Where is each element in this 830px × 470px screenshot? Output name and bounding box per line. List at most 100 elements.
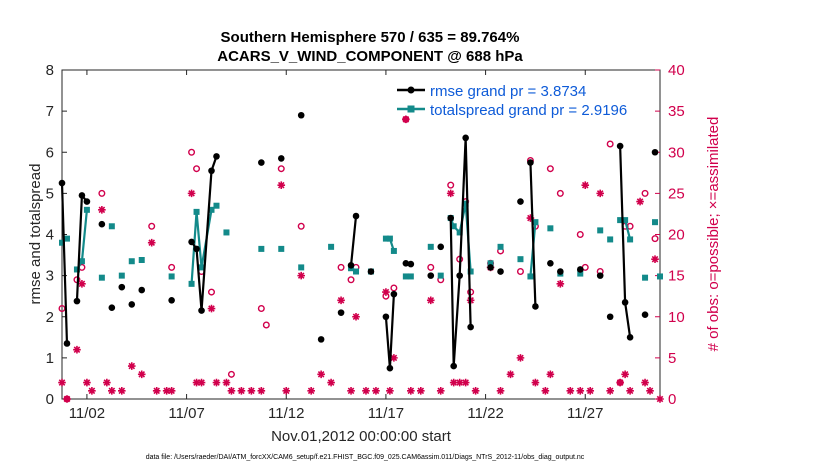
rmse-line-segment bbox=[449, 137, 472, 367]
obs-assimilated-point bbox=[222, 378, 231, 387]
totalspread-point bbox=[450, 223, 457, 230]
y-left-tick-label: 8 bbox=[46, 62, 54, 79]
obs-assimilated-point bbox=[227, 386, 236, 395]
totalspread-point bbox=[108, 223, 115, 230]
rmse-point bbox=[337, 309, 345, 316]
obs-possible-point bbox=[98, 189, 106, 197]
obs-possible-point bbox=[277, 165, 285, 173]
totalspread-point bbox=[168, 273, 175, 280]
obs-possible-point bbox=[516, 268, 524, 276]
obs-assimilated-point bbox=[192, 378, 201, 387]
obs-possible-point bbox=[546, 165, 554, 173]
rmse-point bbox=[78, 192, 86, 199]
y-right-tick-label: 40 bbox=[668, 62, 685, 79]
obs-assimilated-point bbox=[58, 378, 66, 387]
rmse-point bbox=[547, 259, 554, 267]
totalspread-point bbox=[652, 219, 659, 226]
obs-assimilated-point bbox=[162, 386, 171, 395]
totalspread-point bbox=[328, 243, 335, 250]
obs-assimilated-point bbox=[297, 271, 305, 280]
obs-assimilated-point bbox=[386, 386, 394, 395]
totalspread-point bbox=[467, 268, 474, 275]
x-axis-label: Nov.01,2012 00:00:00 start bbox=[271, 428, 452, 445]
totalspread-point bbox=[532, 219, 539, 226]
obs-possible-point bbox=[347, 276, 355, 284]
totalspread-point bbox=[517, 256, 524, 263]
obs-assimilated-point bbox=[207, 304, 216, 313]
totalspread-point bbox=[657, 273, 663, 280]
rmse-point bbox=[437, 243, 445, 251]
obs-assimilated-point bbox=[103, 378, 111, 387]
obs-assimilated-point bbox=[541, 386, 550, 395]
legend-spread-marker bbox=[407, 105, 415, 113]
totalspread-point bbox=[198, 264, 205, 271]
obs-assimilated-point bbox=[108, 386, 116, 395]
obs-assimilated-point bbox=[63, 395, 71, 403]
rmse-line-segment bbox=[60, 183, 69, 344]
totalspread-point bbox=[527, 273, 534, 280]
obs-assimilated-point bbox=[471, 386, 480, 395]
obs-possible-point bbox=[262, 321, 270, 329]
obs-possible-point bbox=[556, 189, 564, 197]
obs-assimilated-point bbox=[651, 255, 659, 263]
rmse-point bbox=[467, 323, 474, 331]
totalspread-point bbox=[298, 264, 305, 271]
totalspread-point bbox=[138, 256, 145, 263]
obs-possible-point bbox=[606, 140, 614, 148]
rmse-point bbox=[168, 297, 175, 304]
totalspread-point bbox=[386, 235, 393, 242]
obs-possible-point bbox=[641, 189, 649, 197]
rmse-point bbox=[407, 260, 415, 268]
legend: rmse grand pr = 3.8734 totalspread grand… bbox=[397, 83, 627, 119]
plot-frame bbox=[61, 69, 661, 400]
rmse-point bbox=[450, 362, 457, 370]
obs-assimilated-point bbox=[362, 386, 370, 395]
obs-assimilated-point bbox=[506, 370, 515, 379]
rmse-point bbox=[198, 307, 205, 314]
rmse-point bbox=[616, 142, 624, 150]
obs-assimilated-point bbox=[621, 370, 629, 379]
obs-assimilated-point bbox=[449, 378, 458, 387]
rmse-point bbox=[297, 111, 305, 119]
obs-assimilated-point bbox=[247, 386, 256, 395]
rmse-point bbox=[390, 290, 398, 298]
chart-title-line2: ACARS_V_WIND_COMPONENT @ 688 hPa bbox=[217, 48, 523, 65]
totalspread-point bbox=[223, 229, 230, 236]
totalspread-point bbox=[382, 235, 389, 242]
obs-assimilated-point bbox=[212, 378, 221, 387]
obs-assimilated-point bbox=[566, 386, 575, 395]
obs-assimilated-point bbox=[152, 386, 161, 395]
obs-assimilated-point bbox=[390, 354, 398, 362]
rmse-point bbox=[317, 336, 325, 343]
y-right-tick-label: 30 bbox=[668, 144, 685, 161]
rmse-point bbox=[347, 262, 355, 269]
obs-assimilated-point bbox=[88, 386, 96, 395]
rmse-point bbox=[188, 238, 195, 246]
x-tick-label: 11/02 bbox=[69, 405, 105, 422]
totalspread-point bbox=[497, 243, 504, 250]
obs-assimilated-point bbox=[546, 370, 555, 379]
totalspread-point bbox=[73, 266, 80, 273]
totalspread-point bbox=[627, 236, 634, 243]
obs-assimilated-series bbox=[58, 115, 664, 403]
obs-assimilated-point bbox=[586, 386, 595, 395]
obs-possible-point bbox=[447, 181, 455, 189]
obs-assimilated-point bbox=[187, 189, 196, 198]
obs-assimilated-point bbox=[277, 181, 286, 189]
obs-assimilated-point bbox=[606, 386, 614, 395]
chart-title-line1: Southern Hemisphere 570 / 635 = 89.764% bbox=[221, 29, 520, 46]
obs-possible-point bbox=[148, 222, 156, 230]
totalspread-point bbox=[456, 229, 463, 236]
y-right-tick-label: 25 bbox=[668, 185, 685, 202]
totalspread-point bbox=[577, 270, 584, 277]
totalspread-point bbox=[98, 274, 105, 281]
rmse-point bbox=[73, 297, 81, 305]
x-tick-label: 11/17 bbox=[368, 405, 404, 422]
y-axis-left-label: rmse and totalspread bbox=[27, 164, 44, 305]
legend-spread-label: totalspread grand pr = 2.9196 bbox=[430, 102, 627, 119]
rmse-point bbox=[641, 311, 649, 318]
rmse-point bbox=[83, 198, 91, 205]
y-right-tick-label: 5 bbox=[668, 350, 676, 367]
rmse-series bbox=[58, 111, 659, 372]
obs-assimilated-point bbox=[327, 378, 335, 387]
